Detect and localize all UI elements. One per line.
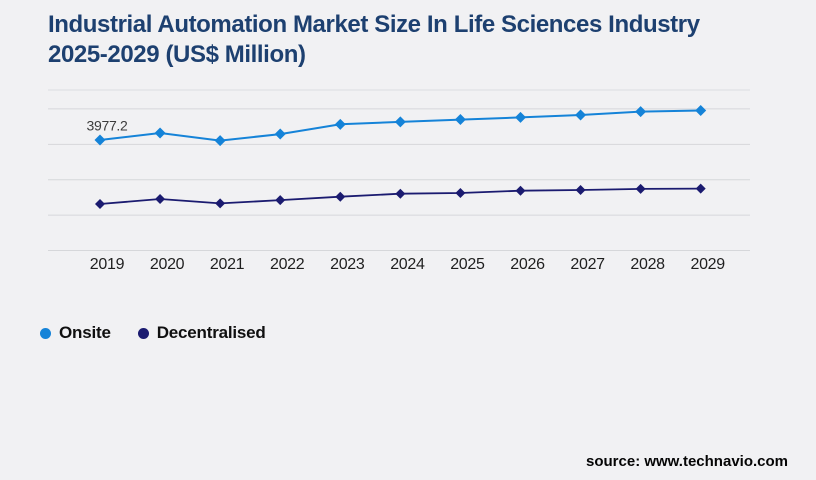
marker-onsite-2026 bbox=[514, 111, 526, 123]
marker-onsite-2025 bbox=[454, 114, 466, 126]
marker-decentralised-2022 bbox=[275, 195, 286, 206]
marker-onsite-2029 bbox=[695, 105, 707, 117]
marker-decentralised-2027 bbox=[575, 184, 586, 195]
marker-onsite-2020 bbox=[154, 127, 166, 139]
x-axis-label: 2022 bbox=[270, 256, 305, 273]
x-axis-label: 2019 bbox=[90, 256, 125, 273]
chart-title-line1: Industrial Automation Market Size In Lif… bbox=[48, 11, 700, 38]
marker-onsite-2027 bbox=[575, 109, 587, 121]
legend-label-decentralised: Decentralised bbox=[156, 323, 266, 342]
marker-decentralised-2021 bbox=[215, 198, 226, 209]
legend-item-onsite: Onsite bbox=[40, 323, 111, 343]
marker-onsite-2019 bbox=[94, 134, 106, 146]
x-axis-label: 2020 bbox=[150, 256, 185, 273]
legend-label-onsite: Onsite bbox=[59, 323, 111, 342]
chart-title: Industrial Automation Market Size In Lif… bbox=[48, 10, 772, 70]
data-point-label: 3977.2 bbox=[86, 118, 128, 134]
x-axis-label: 2023 bbox=[330, 256, 365, 273]
x-axis-label: 2025 bbox=[450, 256, 485, 273]
marker-decentralised-2026 bbox=[515, 185, 526, 196]
x-axis-label: 2027 bbox=[570, 256, 605, 273]
chart-title-line2: 2025-2029 (US$ Million) bbox=[48, 41, 306, 68]
marker-decentralised-2028 bbox=[635, 183, 646, 194]
x-axis-label: 2029 bbox=[690, 256, 725, 273]
marker-decentralised-2024 bbox=[395, 188, 406, 199]
marker-onsite-2028 bbox=[635, 106, 647, 118]
marker-decentralised-2025 bbox=[455, 187, 466, 198]
x-axis-label: 2021 bbox=[210, 256, 245, 273]
marker-onsite-2023 bbox=[334, 118, 346, 130]
marker-decentralised-2023 bbox=[335, 191, 346, 202]
line-chart-canvas: 2019 2020 2021 2022 2023 2024 2025 2026 2027 2028… bbox=[48, 89, 750, 273]
marker-onsite-2024 bbox=[394, 116, 406, 128]
decentralised-legend-dot-icon bbox=[137, 327, 149, 339]
x-axis-label: 2028 bbox=[630, 256, 665, 273]
marker-decentralised-2019 bbox=[95, 198, 105, 209]
marker-decentralised-2020 bbox=[155, 194, 166, 205]
chart-legend: Onsite Decentralised bbox=[40, 323, 266, 343]
legend-item-decentralised: Decentralised bbox=[137, 323, 266, 343]
marker-onsite-2021 bbox=[214, 135, 226, 147]
x-axis-label: 2024 bbox=[390, 256, 425, 273]
source-attribution: source: www.technavio.com bbox=[586, 453, 788, 470]
market-size-line-chart: 2019 2020 2021 2022 2023 2024 2025 2026 2027 2028… bbox=[48, 88, 758, 280]
marker-decentralised-2029 bbox=[695, 183, 706, 194]
x-axis-label: 2026 bbox=[510, 256, 545, 273]
marker-onsite-2022 bbox=[274, 128, 286, 140]
onsite-legend-dot-icon bbox=[40, 327, 51, 339]
